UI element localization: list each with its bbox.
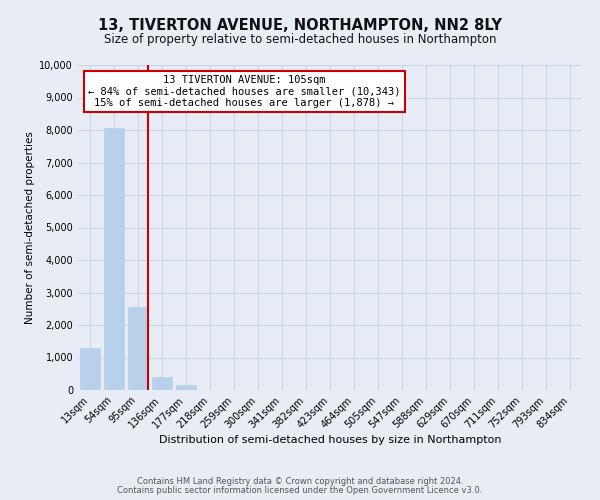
Bar: [152, 378, 172, 390]
Text: Size of property relative to semi-detached houses in Northampton: Size of property relative to semi-detach…: [104, 32, 496, 46]
Text: Contains public sector information licensed under the Open Government Licence v3: Contains public sector information licen…: [118, 486, 482, 495]
Bar: [80, 348, 100, 390]
Bar: [104, 128, 124, 390]
X-axis label: Distribution of semi-detached houses by size in Northampton: Distribution of semi-detached houses by …: [159, 436, 501, 446]
Text: Contains HM Land Registry data © Crown copyright and database right 2024.: Contains HM Land Registry data © Crown c…: [137, 477, 463, 486]
Y-axis label: Number of semi-detached properties: Number of semi-detached properties: [25, 131, 35, 324]
Bar: [176, 385, 196, 390]
Text: 13, TIVERTON AVENUE, NORTHAMPTON, NN2 8LY: 13, TIVERTON AVENUE, NORTHAMPTON, NN2 8L…: [98, 18, 502, 32]
Bar: [128, 307, 148, 390]
Text: 13 TIVERTON AVENUE: 105sqm
← 84% of semi-detached houses are smaller (10,343)
15: 13 TIVERTON AVENUE: 105sqm ← 84% of semi…: [88, 74, 401, 108]
